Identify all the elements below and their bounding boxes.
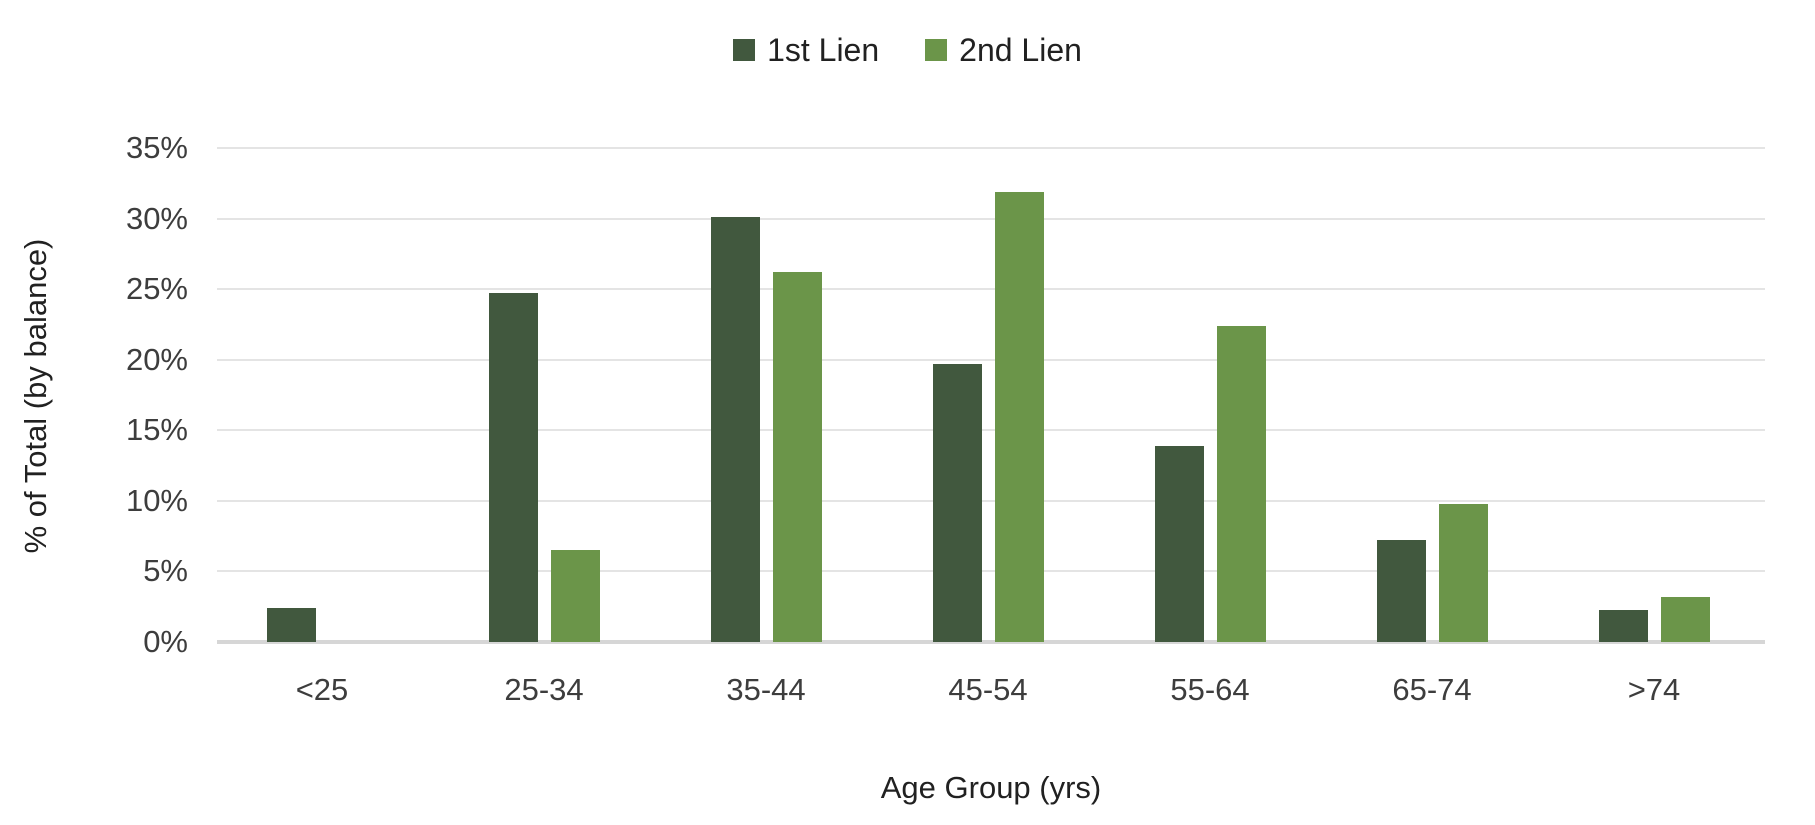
- plot-area: [217, 147, 1765, 644]
- bar-1st-lien-25: [266, 608, 316, 642]
- x-tick-label-65-74: 65-74: [1392, 672, 1472, 707]
- bar-2nd-lien-55-64: [1216, 325, 1266, 642]
- bar-1st-lien-74: [1598, 609, 1648, 642]
- bar-1st-lien-35-44: [710, 217, 760, 642]
- y-tick-label-15pct: 15%: [125, 412, 188, 448]
- gridline-30pct: [217, 217, 1765, 220]
- legend-swatch-icon: [733, 39, 756, 61]
- legend-label: 1st Lien: [767, 32, 880, 68]
- chart-legend: 1st Lien 2nd Lien: [0, 34, 1815, 66]
- x-tick-label-45-54: 45-54: [948, 672, 1028, 707]
- gridline-10pct: [217, 499, 1765, 502]
- x-tick-label-25: <25: [295, 672, 349, 707]
- y-tick-label-20pct: 20%: [125, 341, 188, 377]
- bar-1st-lien-25-34: [488, 293, 538, 642]
- y-tick-label-5pct: 5%: [143, 553, 188, 589]
- gridline-20pct: [217, 358, 1765, 361]
- bar-2nd-lien-25-34: [550, 550, 600, 642]
- y-tick-label-30pct: 30%: [125, 200, 188, 236]
- y-tick-label-35pct: 35%: [125, 130, 188, 165]
- bar-2nd-lien-74: [1660, 596, 1710, 642]
- gridline-5pct: [217, 570, 1765, 573]
- x-tick-label-25-34: 25-34: [504, 672, 584, 707]
- x-axis-title: Age Group (yrs): [880, 770, 1102, 805]
- bar-1st-lien-45-54: [932, 363, 982, 642]
- bar-2nd-lien-45-54: [994, 191, 1044, 642]
- y-tick-label-10pct: 10%: [125, 482, 188, 518]
- legend-swatch-icon: [925, 39, 948, 61]
- bar-2nd-lien-65-74: [1438, 503, 1488, 642]
- legend-item-2nd-lien: 2nd Lien: [925, 34, 1082, 66]
- x-tick-label-55-64: 55-64: [1170, 672, 1250, 707]
- bar-1st-lien-65-74: [1376, 540, 1426, 642]
- y-tick-label-25pct: 25%: [125, 271, 188, 307]
- legend-item-1st-lien: 1st Lien: [733, 34, 879, 66]
- y-tick-label-0pct: 0%: [143, 624, 188, 659]
- bar-1st-lien-55-64: [1154, 445, 1204, 642]
- gridline-15pct: [217, 429, 1765, 432]
- gridline-25pct: [217, 288, 1765, 291]
- bar-2nd-lien-35-44: [772, 272, 822, 642]
- legend-label: 2nd Lien: [959, 32, 1082, 68]
- x-tick-label-74: >74: [1627, 672, 1681, 707]
- gridline-35pct: [217, 147, 1765, 149]
- x-tick-label-35-44: 35-44: [726, 672, 806, 707]
- x-axis-line: [217, 640, 1765, 644]
